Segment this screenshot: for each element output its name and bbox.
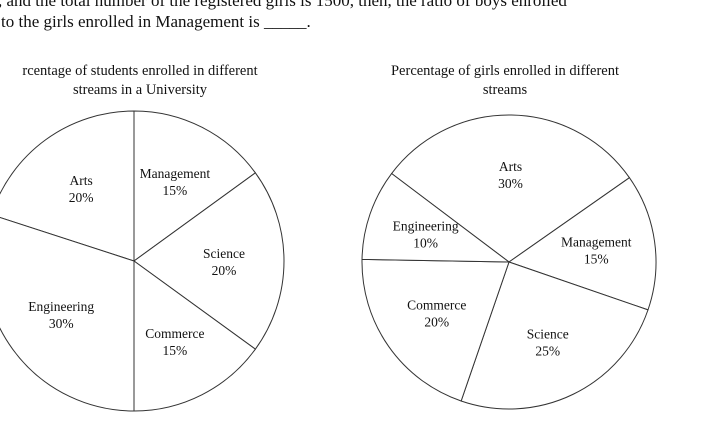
chart1-slice-engineering bbox=[0, 216, 135, 412]
chart2-value-engineering: 10% bbox=[413, 235, 438, 250]
chart1-slice-arts bbox=[0, 110, 135, 262]
chart1-slice-management bbox=[133, 110, 257, 262]
chart2-slice-science bbox=[460, 261, 649, 410]
chart1-value-arts: 20% bbox=[69, 190, 94, 205]
chart1-title-line-2: streams in a University bbox=[72, 82, 208, 98]
chart2-value-commerce: 20% bbox=[424, 315, 449, 330]
chart1-label-commerce: Commerce bbox=[145, 326, 204, 341]
chart2-slice-engineering bbox=[361, 172, 511, 263]
chart1-slice-commerce bbox=[133, 260, 257, 412]
chart2-title-line-1: Percentage of girls enrolled in differen… bbox=[390, 63, 620, 79]
chart2-slice-commerce bbox=[361, 258, 510, 402]
chart1-label-management: Management bbox=[140, 166, 211, 181]
chart2-slice-arts bbox=[390, 114, 631, 263]
chart1-title-line-1: rcentage of students enrolled in differe… bbox=[22, 63, 258, 79]
chart2-label-management: Management bbox=[561, 235, 632, 250]
chart1-label-engineering: Engineering bbox=[28, 299, 94, 314]
chart2-value-arts: 30% bbox=[498, 176, 523, 191]
chart1-value-science: 20% bbox=[212, 263, 237, 278]
chart2-title-line-2: streams bbox=[482, 82, 528, 98]
chart2-label-science: Science bbox=[527, 326, 569, 341]
chart1-label-arts: Arts bbox=[69, 173, 92, 188]
chart2-label-commerce: Commerce bbox=[407, 298, 466, 313]
chart2-value-science: 25% bbox=[535, 343, 560, 358]
chart2-label-engineering: Engineering bbox=[393, 218, 459, 233]
chart1-label-science: Science bbox=[203, 246, 245, 261]
chart2-value-management: 15% bbox=[584, 252, 609, 267]
chart1-slice-science bbox=[133, 172, 285, 350]
chart2-slice-management bbox=[507, 176, 657, 311]
chart2-label-arts: Arts bbox=[499, 159, 522, 174]
chart1-value-engineering: 30% bbox=[49, 316, 74, 331]
question-text-line-1: , and the total number of the registered… bbox=[0, 0, 567, 10]
chart1-value-commerce: 15% bbox=[163, 343, 188, 358]
chart1-value-management: 15% bbox=[163, 183, 188, 198]
question-text-line-2: to the girls enrolled in Management is _… bbox=[1, 12, 311, 31]
